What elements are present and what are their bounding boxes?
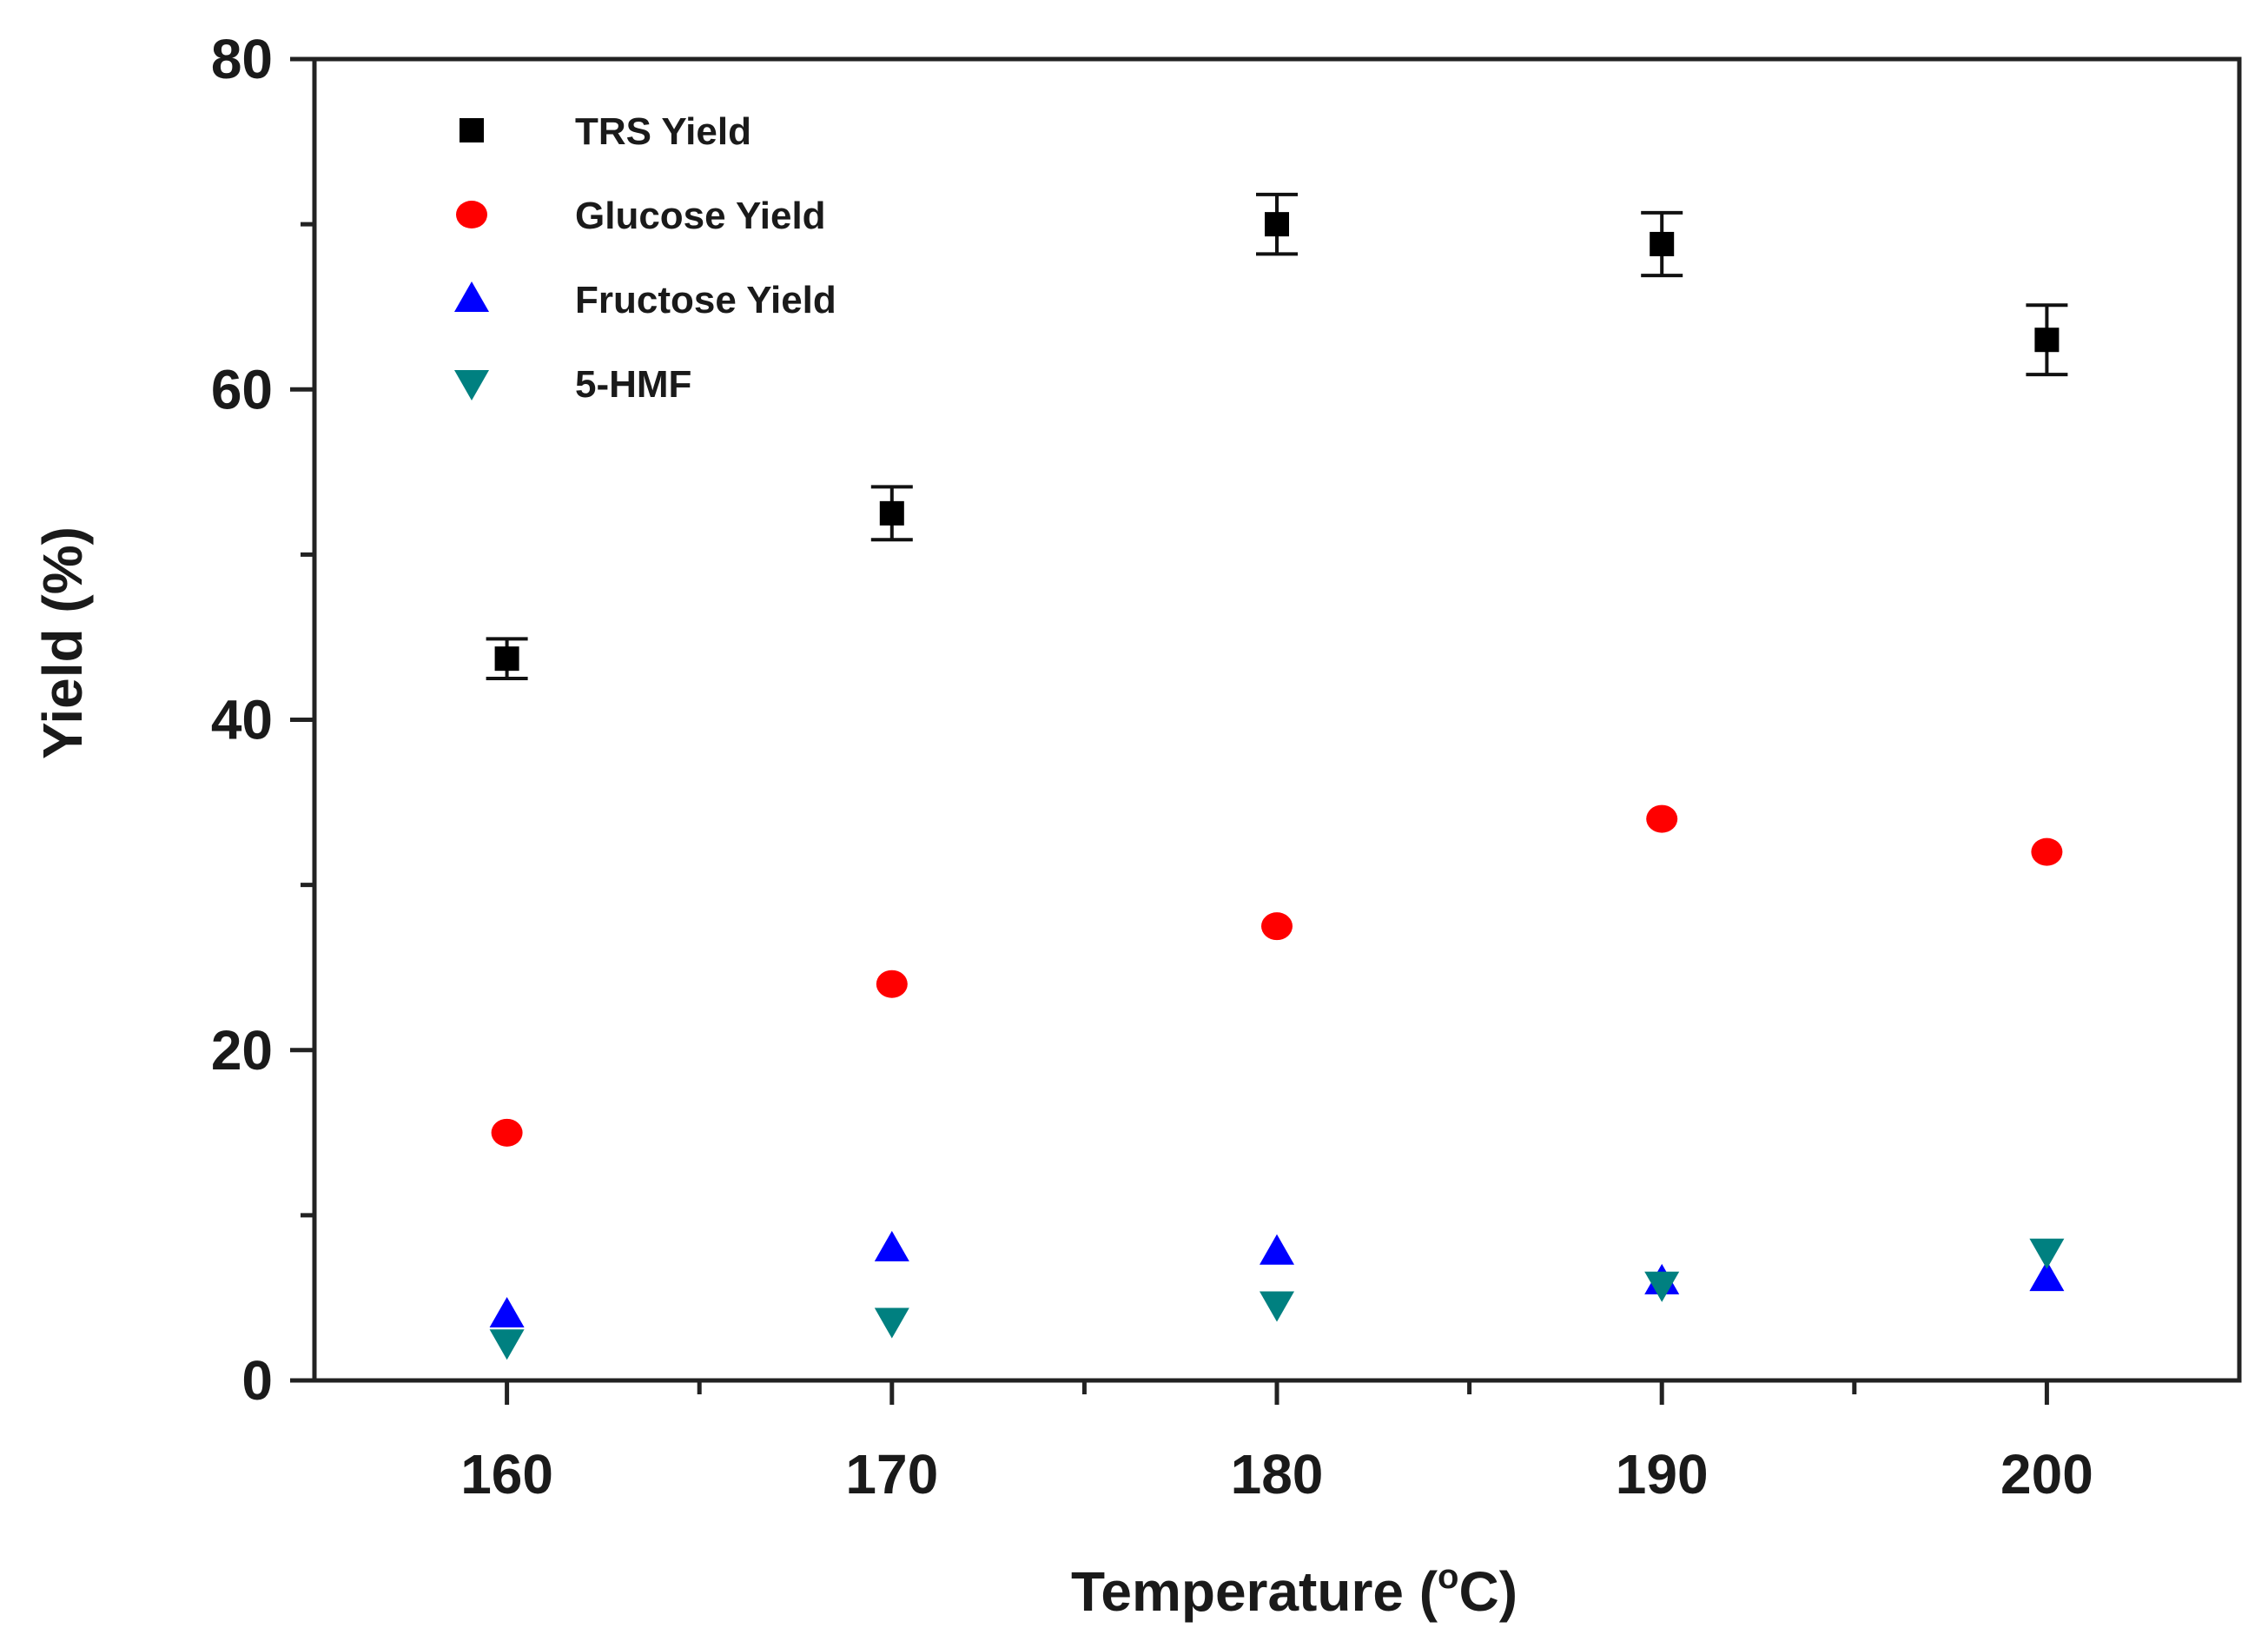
legend-label: Fructose Yield [575,279,836,321]
data-point-square [879,500,904,526]
data-point-triangle-up [2029,1261,2065,1292]
x-axis-title: Temperature (oC) [1071,1558,1518,1623]
data-point-square [2034,328,2060,353]
legend-marker [454,370,489,400]
legend-marker [454,281,489,312]
data-point-triangle-down [489,1329,525,1360]
data-point-triangle-down [874,1307,909,1339]
plot-border [312,56,2242,1383]
legend: TRS Yield Glucose Yield Fructose Yield 5-HM… [454,110,836,406]
y-tick-label: 20 [211,1019,273,1082]
data-point-square [1650,231,1675,256]
data-point-circle [1261,912,1293,941]
data-point-circle [491,1118,523,1147]
error-bars [486,192,2068,680]
data-point-triangle-up [874,1230,909,1261]
x-axis-title-main: Temperature ( [1071,1560,1438,1623]
data-point-triangle-up [489,1296,525,1327]
x-axis-title-unit: C) [1458,1560,1518,1623]
x-tick-label: 160 [460,1443,553,1506]
data-point-circle [2031,837,2063,866]
x-axis-title-degree: o [1438,1558,1458,1596]
data-point-triangle-down [2029,1238,2065,1269]
y-tick-label: 0 [241,1349,273,1412]
data-point-triangle-up [1260,1234,1294,1265]
x-tick-label: 190 [1616,1443,1709,1506]
legend-label: 5-HMF [575,363,691,406]
legend-label: Glucose Yield [575,195,826,237]
x-tick-label: 180 [1231,1443,1324,1506]
x-tick-label: 170 [845,1443,938,1506]
y-tick-label: 40 [211,689,273,751]
data-point-square [1265,212,1289,237]
legend-label: TRS Yield [575,110,751,153]
legend-marker [456,201,487,228]
axis-ticks [290,56,2049,1405]
plot-frame [312,56,2242,1383]
y-axis-title: Yield (%) [31,526,94,759]
y-tick-label: 80 [211,28,273,90]
data-point-circle [876,970,908,998]
data-points [489,212,2065,1360]
y-tick-label: 60 [211,358,273,420]
data-point-square [494,646,519,672]
data-point-circle [1646,804,1678,833]
x-tick-label: 200 [2000,1443,2093,1506]
data-point-triangle-down [1644,1271,1680,1302]
legend-marker [460,118,484,142]
axis-tick-labels: 160 170 180 190 200 0 20 40 60 80 [211,28,2093,1506]
data-point-triangle-down [1260,1291,1294,1322]
